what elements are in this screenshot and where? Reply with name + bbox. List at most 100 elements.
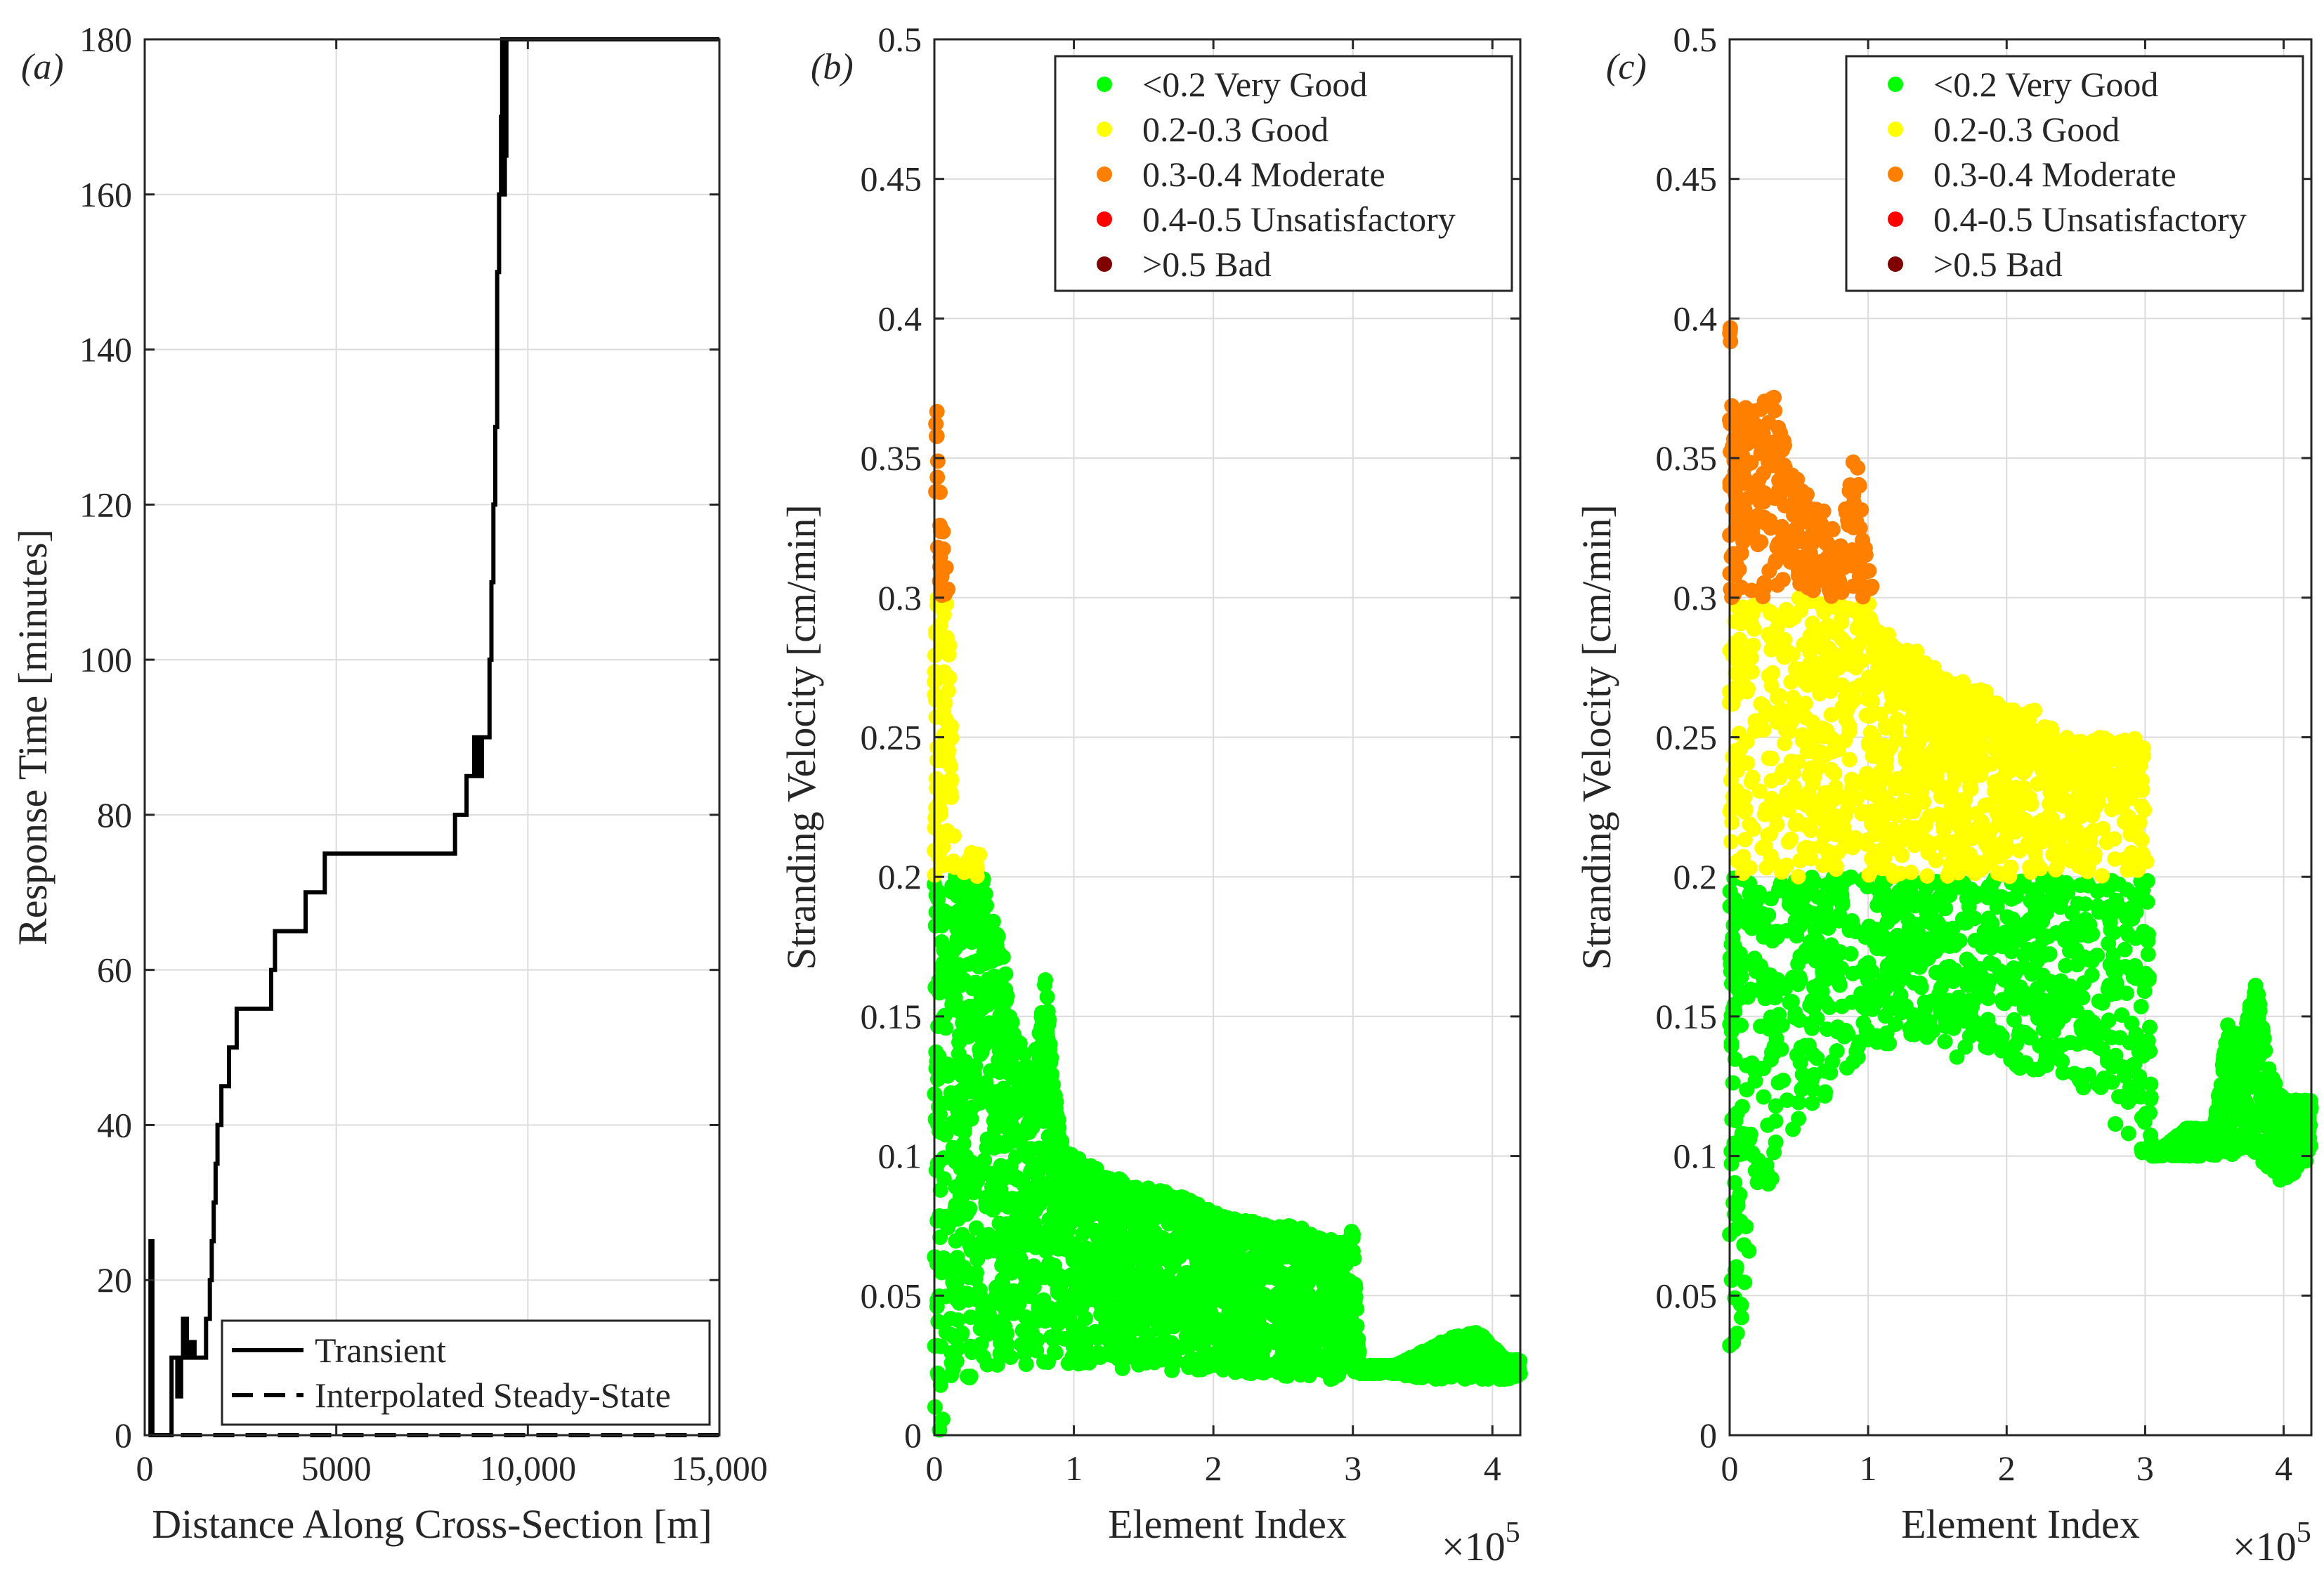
data-point <box>1799 903 1815 919</box>
data-point <box>1744 1055 1760 1071</box>
data-point <box>2053 973 2069 989</box>
data-point <box>1903 864 1919 880</box>
x-tick-label: 10,000 <box>480 1449 577 1488</box>
x-tick-label: 2 <box>1205 1449 1222 1488</box>
legend-label: Transient <box>315 1331 446 1370</box>
scatter-points <box>927 403 1528 1438</box>
data-point <box>1366 1357 1382 1373</box>
y-tick-label: 0.35 <box>861 438 922 478</box>
data-point <box>1013 1337 1029 1352</box>
data-point <box>954 1227 970 1243</box>
data-point <box>2142 1019 2157 1035</box>
data-point <box>929 469 946 485</box>
data-point <box>928 1044 944 1060</box>
data-point <box>2287 1092 2304 1109</box>
data-point <box>1174 1189 1190 1205</box>
data-point <box>1823 937 1839 953</box>
legend-label: 0.3-0.4 Moderate <box>1142 155 1385 194</box>
data-point <box>928 771 944 787</box>
exponent-power: 5 <box>1506 1517 1520 1549</box>
data-point <box>998 966 1014 982</box>
data-point <box>2117 941 2133 957</box>
data-point <box>2133 998 2149 1014</box>
data-point <box>2089 947 2106 963</box>
data-point <box>2142 1105 2157 1121</box>
data-point <box>2081 1066 2097 1083</box>
data-point <box>968 1220 984 1236</box>
y-tick-label: 0.4 <box>878 299 922 338</box>
data-point <box>1343 1224 1359 1240</box>
data-point <box>1829 1043 1845 1059</box>
data-point <box>943 1311 959 1326</box>
data-point <box>1041 1255 1057 1272</box>
data-point <box>945 854 961 870</box>
data-point <box>2114 1007 2130 1023</box>
data-point <box>2220 1017 2236 1033</box>
data-point <box>934 934 950 950</box>
gridlines <box>144 39 720 1436</box>
data-point <box>1747 950 1763 967</box>
legend-marker <box>1097 166 1112 182</box>
data-point <box>1779 1092 1795 1109</box>
y-tick-label: 0.3 <box>878 578 922 617</box>
data-point <box>1804 869 1820 885</box>
data-point <box>2143 1127 2159 1144</box>
data-point <box>1154 1335 1170 1351</box>
y-tick-label: 0.5 <box>878 20 922 59</box>
series-line-transient <box>148 37 719 1437</box>
y-tick-label: 0.2 <box>878 857 922 896</box>
data-point <box>1468 1325 1484 1341</box>
data-point <box>1801 1038 1817 1054</box>
data-point <box>1959 951 1975 967</box>
x-tick-label: 0 <box>926 1449 944 1488</box>
data-point <box>1735 849 1751 865</box>
y-tick-label: 60 <box>97 950 132 990</box>
data-point <box>962 1368 979 1385</box>
data-point <box>2120 1125 2136 1142</box>
data-point <box>1791 1111 1807 1127</box>
data-point <box>1784 993 1800 1009</box>
data-point <box>940 683 956 699</box>
legend-label: >0.5 Bad <box>1142 244 1272 284</box>
data-point <box>1036 1354 1052 1370</box>
y-tick-label: 0.45 <box>861 159 922 199</box>
data-point <box>1799 839 1815 856</box>
legend-marker <box>1097 77 1112 92</box>
data-point <box>1040 1003 1056 1019</box>
data-point <box>2107 1116 2123 1132</box>
data-point <box>1919 868 1935 884</box>
data-point <box>1775 1072 1791 1088</box>
data-point <box>2077 911 2094 927</box>
data-point <box>1980 1012 1996 1028</box>
y-tick-label: 0 <box>115 1416 132 1455</box>
data-point <box>1855 1015 1872 1031</box>
y-tick-label: 0 <box>904 1416 922 1455</box>
data-point <box>929 403 945 419</box>
data-point <box>1017 1309 1033 1325</box>
axes-box <box>143 38 721 1437</box>
legend-label: 0.2-0.3 Good <box>1142 110 1329 149</box>
x-tick-label: 5000 <box>301 1449 372 1488</box>
data-point <box>1078 1240 1095 1256</box>
x-tick-label: 0 <box>136 1449 154 1488</box>
data-point <box>1950 989 1966 1005</box>
data-point <box>1771 1007 1787 1023</box>
legend-marker <box>1097 211 1112 227</box>
data-point <box>962 1309 979 1326</box>
data-point <box>1861 918 1877 934</box>
data-point <box>1791 969 1808 986</box>
data-point <box>929 1365 946 1381</box>
data-point <box>1768 1113 1784 1129</box>
data-point <box>1047 1328 1063 1345</box>
data-point <box>1090 1345 1106 1361</box>
panel-label: (a) <box>21 47 64 87</box>
data-point <box>934 1411 951 1427</box>
x-tick-label: 15,000 <box>671 1449 768 1488</box>
panel-label: (b) <box>811 47 854 87</box>
data-point <box>1728 1259 1744 1275</box>
data-point <box>2084 967 2100 983</box>
data-point <box>2124 844 2139 861</box>
y-tick-label: 120 <box>79 485 132 524</box>
data-point <box>2183 1120 2199 1137</box>
